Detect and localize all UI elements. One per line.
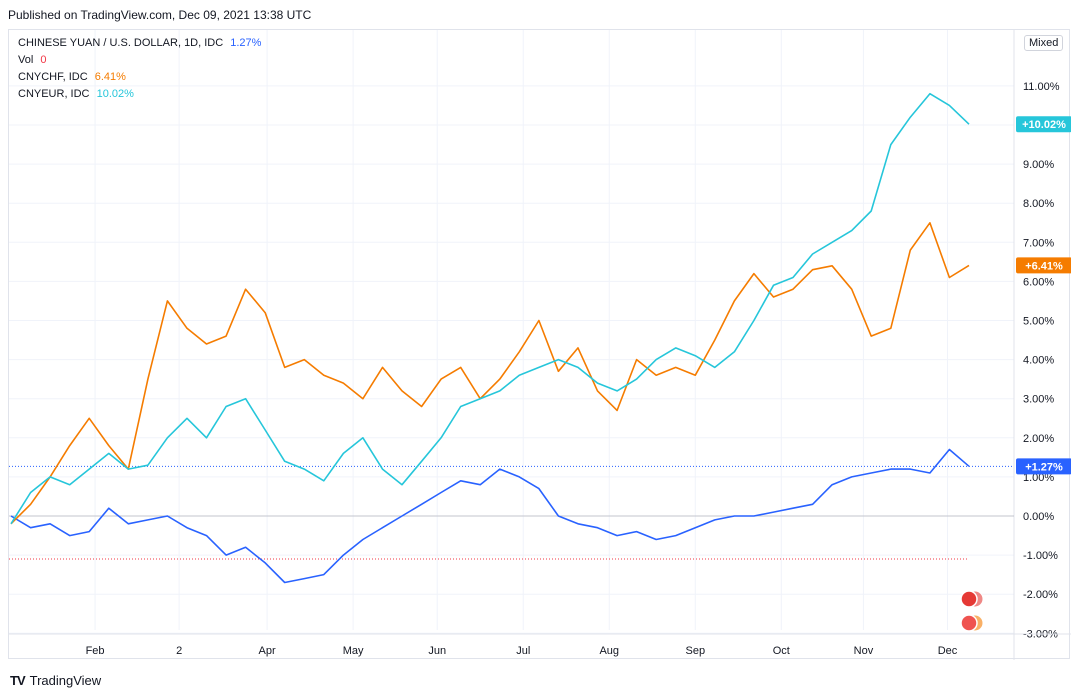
chart-frame[interactable]: 11.00%10.00%9.00%8.00%7.00%6.00%5.00%4.0…	[8, 29, 1071, 660]
series-line-0[interactable]	[10, 448, 970, 584]
x-tick-label: Jul	[516, 645, 530, 657]
series-line-2[interactable]	[10, 92, 970, 525]
last-value-label: +1.27%	[1025, 461, 1063, 473]
us-flag-icon[interactable]	[960, 614, 978, 632]
legend-vol[interactable]: Vol 0	[18, 52, 261, 69]
x-tick-label: Jun	[428, 645, 446, 657]
x-tick-label: Dec	[938, 645, 958, 657]
last-value-label: +6.41%	[1025, 260, 1063, 272]
legend-value: 6.41%	[94, 71, 126, 83]
y-tick-label: 6.00%	[1023, 276, 1054, 288]
footer-brand[interactable]: TV TradingView	[10, 673, 101, 688]
legend-label: CNYEUR, IDC	[18, 88, 90, 100]
y-tick-label: 7.00%	[1023, 237, 1054, 249]
legend-label: CHINESE YUAN / U.S. DOLLAR, 1D, IDC	[18, 37, 224, 49]
legend-value: 10.02%	[96, 88, 134, 100]
y-tick-label: 9.00%	[1023, 159, 1054, 171]
last-value-badge	[1016, 458, 1071, 475]
y-tick-label: -1.00%	[1023, 550, 1058, 562]
y-tick-label: 8.00%	[1023, 198, 1054, 210]
last-value-badge	[1016, 116, 1071, 133]
legend-usd[interactable]: CHINESE YUAN / U.S. DOLLAR, 1D, IDC 1.27…	[18, 35, 261, 52]
y-tick-label: 11.00%	[1023, 81, 1060, 93]
x-tick-label: Apr	[259, 645, 276, 657]
price-chart[interactable]: 11.00%10.00%9.00%8.00%7.00%6.00%5.00%4.0…	[9, 30, 1071, 660]
x-tick-label: May	[343, 645, 364, 657]
x-tick-label: Oct	[773, 645, 790, 657]
y-tick-label: 0.00%	[1023, 511, 1054, 523]
china-flag-icon[interactable]	[960, 590, 978, 608]
last-value-label: +10.02%	[1022, 119, 1066, 131]
series-line-1[interactable]	[10, 222, 970, 525]
y-tick-label: 4.00%	[1023, 355, 1054, 367]
scale-mode-button[interactable]: Mixed	[1024, 35, 1064, 51]
legend-value: 1.27%	[230, 37, 262, 49]
legend-value: 0	[40, 54, 47, 66]
y-tick-label: 3.00%	[1023, 394, 1054, 406]
chart-legend: CHINESE YUAN / U.S. DOLLAR, 1D, IDC 1.27…	[18, 35, 261, 103]
legend-cnyeur[interactable]: CNYEUR, IDC 10.02%	[18, 86, 261, 103]
x-tick-label: Feb	[86, 645, 105, 657]
published-note: Published on TradingView.com, Dec 09, 20…	[8, 8, 312, 22]
x-tick-label: 2	[176, 645, 182, 657]
legend-label: CNYCHF, IDC	[18, 71, 88, 83]
y-tick-label: 2.00%	[1023, 433, 1054, 445]
last-value-badge	[1016, 257, 1071, 274]
y-tick-label: 1.00%	[1023, 472, 1054, 484]
y-tick-label: -2.00%	[1023, 589, 1058, 601]
legend-label: Vol	[18, 54, 34, 66]
x-tick-label: Aug	[599, 645, 619, 657]
x-tick-label: Nov	[854, 645, 874, 657]
x-tick-label: Sep	[685, 645, 705, 657]
brand-name: TradingView	[29, 673, 102, 688]
y-tick-label: 5.00%	[1023, 316, 1054, 328]
legend-cnychf[interactable]: CNYCHF, IDC 6.41%	[18, 69, 261, 86]
tradingview-logo-icon: TV	[10, 673, 26, 688]
